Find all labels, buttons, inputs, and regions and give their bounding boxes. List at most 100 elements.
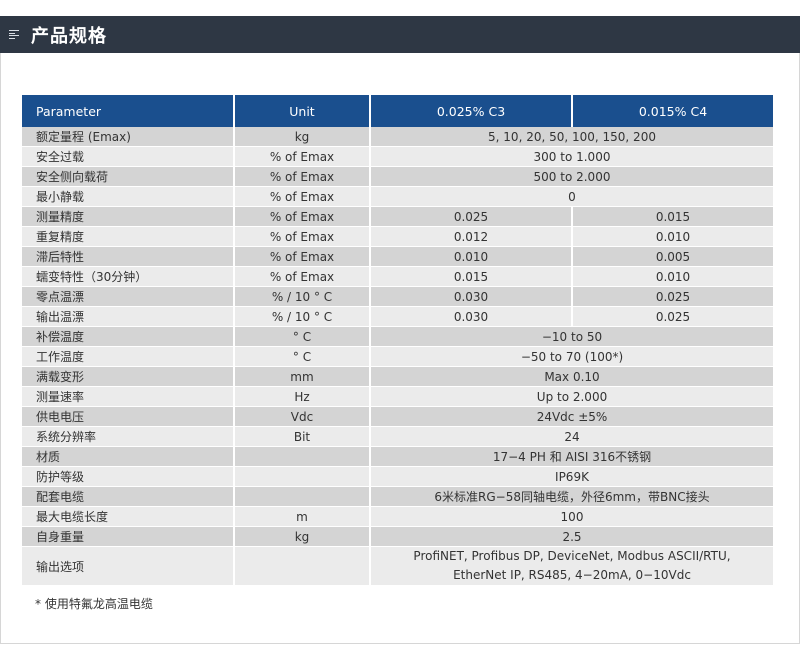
- unit-cell: % of Emax: [234, 266, 371, 287]
- unit-cell: % of Emax: [234, 206, 371, 227]
- c3-value-cell: 0.030: [370, 306, 573, 327]
- param-cell: 测量精度: [22, 206, 235, 227]
- table-row: 测量速率 Hz Up to 2.000: [22, 386, 773, 407]
- c4-value-cell: 0.010: [572, 226, 773, 247]
- table-row: 最大电缆长度 m 100: [22, 506, 773, 527]
- value-cell: 2.5: [370, 526, 773, 547]
- param-cell: 满载变形: [22, 366, 235, 387]
- value-line: ProfiNET, Profibus DP, DeviceNet, Modbus…: [413, 549, 731, 563]
- c3-value-cell: 0.030: [370, 286, 573, 307]
- unit-cell: ° C: [234, 326, 371, 347]
- section-header: 产品规格: [0, 16, 800, 53]
- unit-cell: mm: [234, 366, 371, 387]
- unit-cell: Vdc: [234, 406, 371, 427]
- footnote: * 使用特氟龙高温电缆: [35, 597, 153, 611]
- value-cell: −50 to 70 (100*): [370, 346, 773, 367]
- c4-value-cell: 0.025: [572, 306, 773, 327]
- table-header-row: Parameter Unit 0.025% C3 0.015% C4: [22, 95, 773, 127]
- param-cell: 安全侧向载荷: [22, 166, 235, 187]
- unit-cell: % of Emax: [234, 186, 371, 207]
- table-row: 满载变形 mm Max 0.10: [22, 366, 773, 387]
- param-cell: 系统分辨率: [22, 426, 235, 447]
- column-header-parameter: Parameter: [22, 95, 235, 127]
- column-header-c4: 0.015% C4: [572, 95, 773, 127]
- unit-cell: % of Emax: [234, 166, 371, 187]
- param-cell: 额定量程 (Emax): [22, 127, 235, 147]
- param-cell: 材质: [22, 446, 235, 467]
- table-row: 供电电压 Vdc 24Vdc ±5%: [22, 406, 773, 427]
- param-cell: 重复精度: [22, 226, 235, 247]
- value-cell: 24Vdc ±5%: [370, 406, 773, 427]
- unit-cell: [234, 466, 371, 487]
- value-cell: 17−4 PH 和 AISI 316不锈钢: [370, 446, 773, 467]
- param-cell: 自身重量: [22, 526, 235, 547]
- param-cell: 最小静载: [22, 186, 235, 207]
- table-row: 输出温漂% / 10 ° C 0.030 0.025: [22, 306, 773, 327]
- unit-cell: [234, 486, 371, 507]
- table-row: 测量精度% of Emax 0.025 0.015: [22, 206, 773, 227]
- value-cell: 0: [370, 186, 773, 207]
- table-row: 额定量程 (Emax) kg 5, 10, 20, 50, 100, 150, 20…: [22, 127, 773, 147]
- c4-value-cell: 0.025: [572, 286, 773, 307]
- unit-cell: % of Emax: [234, 226, 371, 247]
- value-cell: 500 to 2.000: [370, 166, 773, 187]
- table-row: 安全侧向载荷% of Emax 500 to 2.000: [22, 166, 773, 187]
- param-cell: 蠕变特性（30分钟）: [22, 266, 235, 287]
- value-cell: ProfiNET, Profibus DP, DeviceNet, Modbus…: [370, 546, 773, 586]
- param-cell: 滞后特性: [22, 246, 235, 267]
- unit-cell: kg: [234, 127, 371, 147]
- spec-table: Parameter Unit 0.025% C3 0.015% C4 额定量程 …: [22, 95, 773, 586]
- param-cell: 输出温漂: [22, 306, 235, 327]
- c3-value-cell: 0.015: [370, 266, 573, 287]
- value-cell: 300 to 1.000: [370, 146, 773, 167]
- value-line: EtherNet IP, RS485, 4−20mA, 0−10Vdc: [453, 568, 691, 582]
- param-cell: 供电电压: [22, 406, 235, 427]
- value-cell: Up to 2.000: [370, 386, 773, 407]
- value-cell: Max 0.10: [370, 366, 773, 387]
- table-row: 自身重量 kg 2.5: [22, 526, 773, 547]
- table-row: 蠕变特性（30分钟）% of Emax 0.015 0.010: [22, 266, 773, 287]
- c3-value-cell: 0.025: [370, 206, 573, 227]
- table-row: 配套电缆 6米标准RG−58同轴电缆，外径6mm，带BNC接头: [22, 486, 773, 507]
- value-cell: −10 to 50: [370, 326, 773, 347]
- table-row: 工作温度 ° C −50 to 70 (100*): [22, 346, 773, 367]
- table-row: 重复精度% of Emax 0.012 0.010: [22, 226, 773, 247]
- param-cell: 配套电缆: [22, 486, 235, 507]
- unit-cell: Bit: [234, 426, 371, 447]
- unit-cell: % of Emax: [234, 146, 371, 167]
- unit-cell: m: [234, 506, 371, 527]
- c4-value-cell: 0.010: [572, 266, 773, 287]
- value-cell: 24: [370, 426, 773, 447]
- column-header-unit: Unit: [234, 95, 371, 127]
- param-cell: 最大电缆长度: [22, 506, 235, 527]
- param-cell: 零点温漂: [22, 286, 235, 307]
- table-row: 补偿温度 ° C −10 to 50: [22, 326, 773, 347]
- c4-value-cell: 0.015: [572, 206, 773, 227]
- unit-cell: % / 10 ° C: [234, 306, 371, 327]
- table-row: 安全过载% of Emax 300 to 1.000: [22, 146, 773, 167]
- param-cell: 测量速率: [22, 386, 235, 407]
- c3-value-cell: 0.010: [370, 246, 573, 267]
- param-cell: 防护等级: [22, 466, 235, 487]
- unit-cell: % of Emax: [234, 246, 371, 267]
- table-row: 最小静载% of Emax 0: [22, 186, 773, 207]
- param-cell: 工作温度: [22, 346, 235, 367]
- param-cell: 输出选项: [22, 546, 235, 586]
- c4-value-cell: 0.005: [572, 246, 773, 267]
- list-icon: [9, 30, 19, 39]
- table-row: 材质 17−4 PH 和 AISI 316不锈钢: [22, 446, 773, 467]
- section-title: 产品规格: [31, 25, 107, 47]
- table-row: 输出选项 ProfiNET, Profibus DP, DeviceNet, Mo…: [22, 546, 773, 586]
- table-row: 系统分辨率 Bit 24: [22, 426, 773, 447]
- value-cell: 6米标准RG−58同轴电缆，外径6mm，带BNC接头: [370, 486, 773, 507]
- unit-cell: kg: [234, 526, 371, 547]
- c3-value-cell: 0.012: [370, 226, 573, 247]
- unit-cell: Hz: [234, 386, 371, 407]
- value-cell: 100: [370, 506, 773, 527]
- unit-cell: % / 10 ° C: [234, 286, 371, 307]
- table-row: 零点温漂% / 10 ° C 0.030 0.025: [22, 286, 773, 307]
- unit-cell: [234, 446, 371, 467]
- unit-cell: ° C: [234, 346, 371, 367]
- param-cell: 安全过载: [22, 146, 235, 167]
- value-cell: IP69K: [370, 466, 773, 487]
